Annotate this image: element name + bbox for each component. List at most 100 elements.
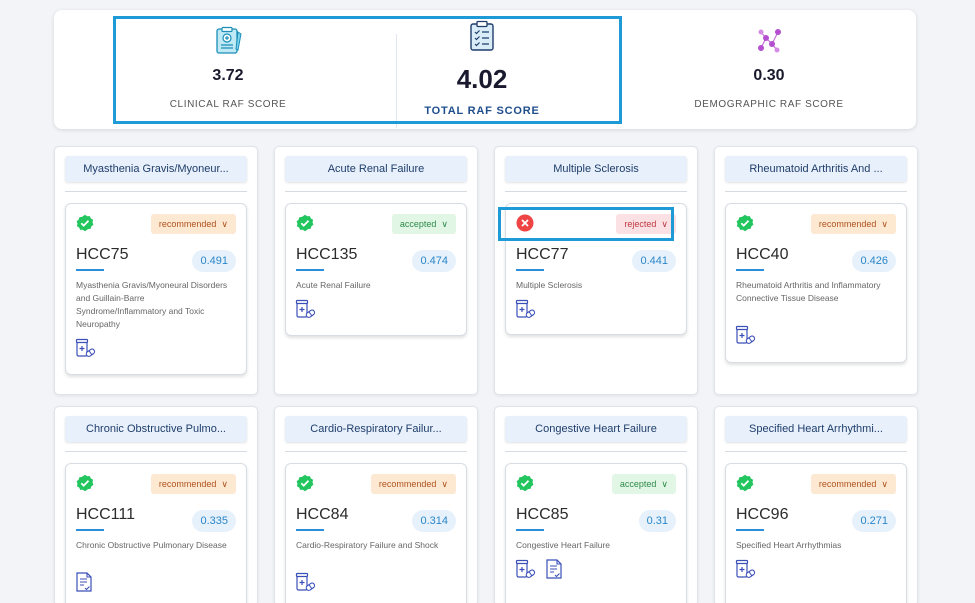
condition-title[interactable]: Multiple Sclerosis xyxy=(505,156,687,182)
condition-title[interactable]: Congestive Heart Failure xyxy=(505,416,687,442)
total-raf-value: 4.02 xyxy=(456,64,508,94)
evidence-icons xyxy=(514,298,536,320)
hcc-code: HCC135 xyxy=(296,246,358,263)
document-icon[interactable] xyxy=(544,558,564,580)
condition-title[interactable]: Rheumatoid Arthritis And ... xyxy=(725,156,907,182)
status-dropdown[interactable]: recommended ∨ xyxy=(150,474,236,494)
status-dropdown[interactable]: accepted ∨ xyxy=(611,474,676,494)
divider xyxy=(725,191,907,192)
divider xyxy=(285,451,467,452)
check-badge-icon xyxy=(76,474,94,492)
hcc-score: 0.314 xyxy=(412,510,456,532)
hcc-description: Chronic Obstructive Pulmonary Disease xyxy=(76,540,227,550)
hcc-description: Acute Renal Failure xyxy=(296,280,371,290)
status-label: recommended xyxy=(378,479,437,489)
status-dropdown[interactable]: recommended ∨ xyxy=(810,474,896,494)
check-badge-icon xyxy=(516,474,534,492)
check-badge-icon xyxy=(736,214,754,232)
hcc-card[interactable]: recommended ∨ HCC96 0.271 Specified Heart… xyxy=(725,463,907,603)
hcc-score: 0.271 xyxy=(852,510,896,532)
medication-icon[interactable] xyxy=(514,298,536,320)
status-dropdown[interactable]: recommended ∨ xyxy=(810,214,896,234)
divider xyxy=(725,451,907,452)
hcc-underline xyxy=(76,529,104,531)
divider xyxy=(65,451,247,452)
hcc-description: Multiple Sclerosis xyxy=(516,280,583,290)
chevron-down-icon: ∨ xyxy=(661,219,668,229)
status-label: accepted xyxy=(399,219,437,229)
demographic-raf-score[interactable]: 0.30 DEMOGRAPHIC RAF SCORE xyxy=(654,10,884,129)
clinical-raf-score[interactable]: 3.72 CLINICAL RAF SCORE xyxy=(114,10,342,129)
medication-icon[interactable] xyxy=(294,571,316,593)
people-network-icon xyxy=(754,26,784,61)
clinical-report-icon xyxy=(213,26,243,61)
hcc-score: 0.491 xyxy=(192,250,236,272)
medication-icon[interactable] xyxy=(294,298,316,320)
hcc-description: Myasthenia Gravis/Myoneural Disorders an… xyxy=(76,280,228,329)
condition-title[interactable]: Chronic Obstructive Pulmo... xyxy=(65,416,247,442)
hcc-code: HCC75 xyxy=(76,246,129,263)
evidence-icons xyxy=(734,324,756,346)
hcc-code: HCC40 xyxy=(736,246,789,263)
hcc-code: HCC85 xyxy=(516,506,569,523)
demographic-raf-value: 0.30 xyxy=(753,67,785,84)
document-icon[interactable] xyxy=(74,571,94,593)
divider xyxy=(285,191,467,192)
hcc-score: 0.426 xyxy=(852,250,896,272)
status-label: recommended xyxy=(818,219,877,229)
hcc-underline xyxy=(516,529,544,531)
hcc-card[interactable]: recommended ∨ HCC111 0.335 Chronic Obstru… xyxy=(65,463,247,603)
condition-title[interactable]: Specified Heart Arrhythmi... xyxy=(725,416,907,442)
chevron-down-icon: ∨ xyxy=(221,219,228,229)
status-dropdown[interactable]: recommended ∨ xyxy=(370,474,456,494)
hcc-underline xyxy=(296,269,324,271)
demographic-raf-label: DEMOGRAPHIC RAF SCORE xyxy=(694,99,844,110)
condition-column: Myasthenia Gravis/Myoneur... recommended… xyxy=(54,146,258,395)
hcc-score: 0.474 xyxy=(412,250,456,272)
hcc-underline xyxy=(516,269,544,271)
hcc-code: HCC111 xyxy=(76,506,135,523)
condition-column: Rheumatoid Arthritis And ... recommended… xyxy=(714,146,918,395)
total-raf-score[interactable]: 4.02 TOTAL RAF SCORE xyxy=(344,10,620,129)
evidence-icons xyxy=(294,571,316,593)
chevron-down-icon: ∨ xyxy=(661,479,668,489)
medication-icon[interactable] xyxy=(74,337,96,359)
hcc-card[interactable]: accepted ∨ HCC135 0.474 Acute Renal Failu… xyxy=(285,203,467,336)
hcc-score: 0.335 xyxy=(192,510,236,532)
clinical-raf-label: CLINICAL RAF SCORE xyxy=(169,99,287,110)
condition-title[interactable]: Myasthenia Gravis/Myoneur... xyxy=(65,156,247,182)
status-label: recommended xyxy=(158,479,217,489)
hcc-code: HCC77 xyxy=(516,246,569,263)
check-badge-icon xyxy=(76,214,94,232)
hcc-score: 0.441 xyxy=(632,250,676,272)
condition-column: Chronic Obstructive Pulmo... recommended… xyxy=(54,406,258,603)
clinical-raf-value: 3.72 xyxy=(212,67,244,84)
hcc-card[interactable]: rejected ∨ HCC77 0.441 Multiple Sclerosis xyxy=(498,203,687,335)
status-dropdown[interactable]: recommended ∨ xyxy=(150,214,236,234)
check-badge-icon xyxy=(736,474,754,492)
raf-score-panel: 3.72 CLINICAL RAF SCORE 4.02 TOTAL RAF S… xyxy=(54,10,916,129)
condition-title[interactable]: Acute Renal Failure xyxy=(285,156,467,182)
score-divider xyxy=(396,34,397,128)
medication-icon[interactable] xyxy=(514,558,536,580)
clipboard-checklist-icon xyxy=(469,20,495,57)
hcc-card[interactable]: recommended ∨ HCC84 0.314 Cardio-Respirat… xyxy=(285,463,467,603)
status-dropdown[interactable]: accepted ∨ xyxy=(391,214,456,234)
status-label: rejected xyxy=(624,219,657,229)
condition-column: Cardio-Respiratory Failur... recommended… xyxy=(274,406,478,603)
status-dropdown[interactable]: rejected ∨ xyxy=(616,214,676,234)
chevron-down-icon: ∨ xyxy=(881,219,888,229)
medication-icon[interactable] xyxy=(734,324,756,346)
condition-column: Acute Renal Failure accepted ∨ HCC135 0.4… xyxy=(274,146,478,395)
hcc-card[interactable]: recommended ∨ HCC40 0.426 Rheumatoid Arth… xyxy=(725,203,907,363)
hcc-card[interactable]: recommended ∨ HCC75 0.491 Myasthenia Grav… xyxy=(65,203,247,375)
hcc-card[interactable]: accepted ∨ HCC85 0.31 Congestive Heart Fa… xyxy=(505,463,687,603)
evidence-icons xyxy=(294,298,316,320)
condition-title[interactable]: Cardio-Respiratory Failur... xyxy=(285,416,467,442)
hcc-description: Specified Heart Arrhythmias xyxy=(736,540,842,550)
status-label: accepted xyxy=(619,479,657,489)
medication-icon[interactable] xyxy=(734,558,756,580)
evidence-icons xyxy=(74,337,96,359)
hcc-score: 0.31 xyxy=(638,510,676,532)
status-label: recommended xyxy=(818,479,877,489)
